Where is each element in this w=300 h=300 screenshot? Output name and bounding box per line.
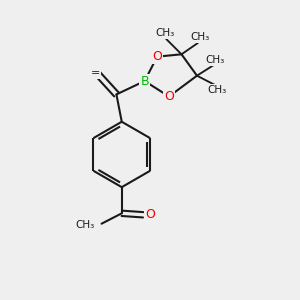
Text: CH₃: CH₃ [76,220,95,230]
Text: B: B [140,74,149,88]
Text: CH₃: CH₃ [205,55,224,65]
Text: O: O [152,50,162,63]
Text: O: O [164,90,174,103]
Text: CH₃: CH₃ [207,85,226,95]
Text: CH₃: CH₃ [155,28,174,38]
Text: =: = [91,68,100,78]
Text: CH₃: CH₃ [190,32,210,42]
Text: O: O [145,208,154,221]
